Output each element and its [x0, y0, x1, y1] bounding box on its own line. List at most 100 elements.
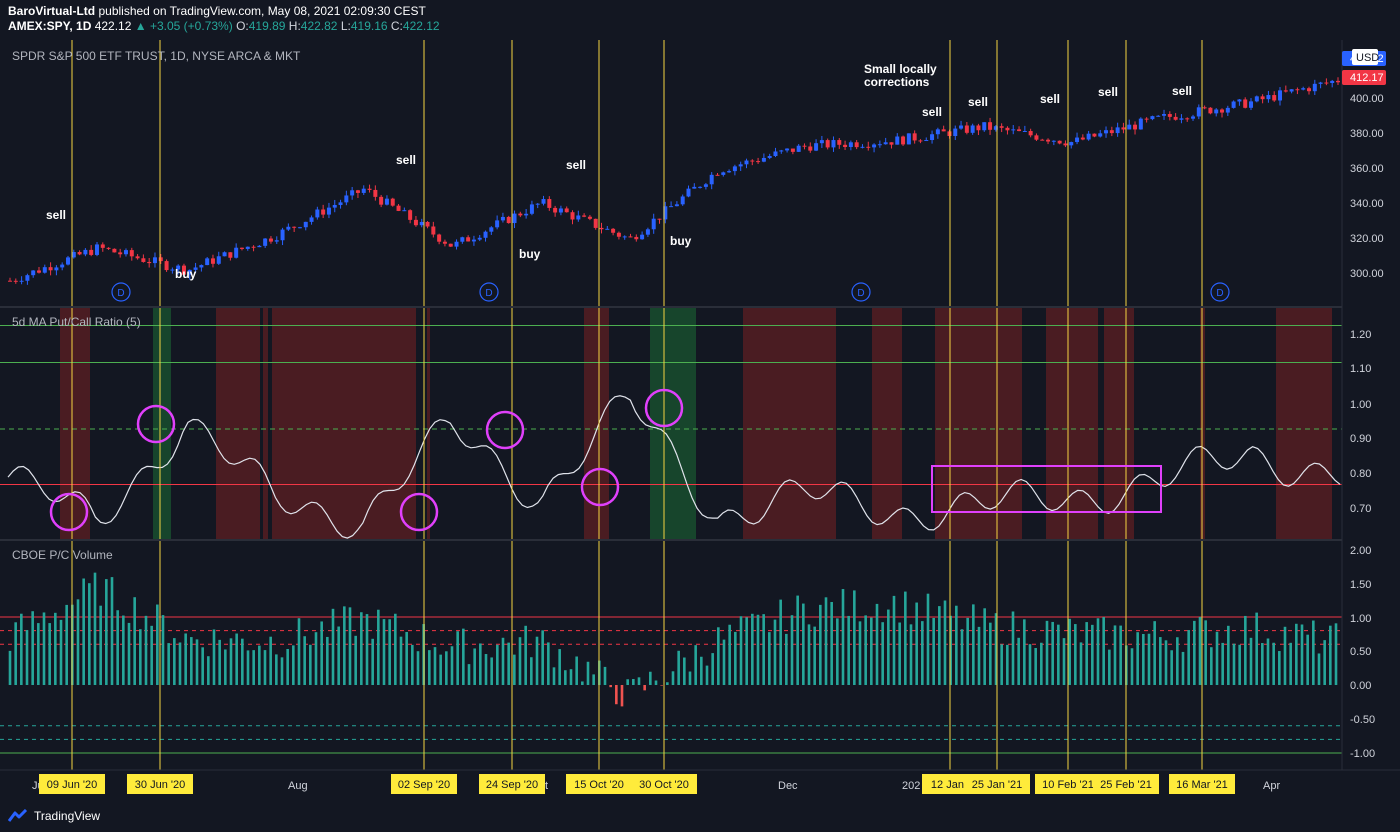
candle-body — [112, 248, 117, 253]
publish-line: BaroVirtual-Ltd published on TradingView… — [8, 4, 426, 18]
volume-axis-tick: -1.00 — [1350, 748, 1375, 760]
pc-volume-bar — [1164, 640, 1168, 685]
pc-volume-bar — [275, 654, 278, 685]
candle-body — [466, 237, 471, 242]
candle-body — [123, 250, 128, 255]
bearish-zone — [935, 308, 1022, 539]
pc-volume-bar — [42, 612, 46, 685]
candle-body — [1080, 137, 1085, 140]
candle-body — [906, 133, 911, 145]
pc-volume-bar — [1079, 642, 1083, 685]
candle-body — [1225, 107, 1230, 113]
candle-body — [477, 237, 482, 240]
candle-body — [402, 210, 407, 212]
pc-volume-bar — [501, 637, 505, 685]
pc-volume-bar — [507, 642, 510, 685]
pc-volume-bar — [212, 629, 216, 685]
pc-volume-bar — [603, 666, 607, 685]
candle-body — [234, 247, 239, 258]
candle-body — [83, 249, 88, 255]
pc-volume-bar — [309, 644, 312, 685]
pc-volume-bar — [394, 613, 397, 685]
candle-body — [257, 245, 262, 248]
date-tag-label: 25 Feb '21 — [1100, 779, 1152, 791]
candle-body — [959, 125, 964, 129]
candle-body — [564, 208, 569, 213]
candle-body — [553, 207, 558, 213]
candle-body — [36, 270, 41, 273]
candle-body — [831, 140, 836, 148]
candle-body — [483, 231, 488, 238]
candle-body — [935, 129, 940, 135]
pc-volume-bar — [626, 679, 629, 685]
pc-volume-bar — [127, 622, 131, 685]
candle-body — [448, 243, 453, 247]
candle-body — [48, 267, 53, 271]
candle-body — [152, 257, 157, 264]
symbol-name[interactable]: AMEX:SPY, 1D — [8, 19, 92, 33]
candle-body — [245, 246, 250, 249]
candle-body — [379, 196, 384, 205]
candle-body — [1133, 124, 1138, 130]
pc-volume-bar — [1255, 612, 1258, 685]
candle-body — [518, 213, 523, 216]
candle-body — [297, 227, 302, 229]
candle-body — [454, 241, 459, 247]
candle-body — [535, 203, 540, 205]
candle-body — [982, 122, 987, 131]
candle-body — [1086, 133, 1091, 140]
pc-volume-bar — [683, 657, 686, 685]
pc-volume-bar — [1300, 624, 1304, 685]
candle-body — [65, 257, 70, 265]
pc-volume-bar — [785, 633, 788, 685]
ratio-axis-tick: 0.70 — [1350, 503, 1371, 515]
candle-body — [773, 151, 778, 157]
candle-body — [587, 216, 592, 219]
candle-body — [703, 184, 708, 187]
pc-volume-bar — [241, 638, 244, 685]
candle-body — [31, 270, 36, 276]
pc-volume-bar — [479, 643, 482, 685]
date-tag-label: 02 Sep '20 — [398, 779, 450, 791]
pc-volume-bar — [467, 664, 471, 685]
pc-volume-bar — [949, 615, 952, 685]
candle-body — [674, 204, 679, 207]
pc-volume-bar — [909, 624, 913, 685]
pc-volume-bar — [343, 606, 346, 685]
buy-annotation: buy — [670, 234, 692, 248]
candle-body — [239, 247, 244, 249]
pc-volume-bar — [1283, 626, 1287, 685]
dividend-marker[interactable] — [851, 282, 871, 302]
pc-volume-bar — [938, 606, 941, 685]
pc-volume-bar — [654, 680, 658, 685]
pc-volume-bar — [439, 654, 442, 685]
dividend-marker[interactable] — [479, 282, 499, 302]
candle-body — [268, 238, 273, 242]
date-tag — [479, 774, 545, 794]
date-tag — [1169, 774, 1235, 794]
candle-body — [228, 252, 233, 258]
candle-body — [877, 144, 882, 146]
dividend-marker[interactable] — [111, 282, 131, 302]
pc-volume-bar — [620, 685, 624, 707]
dividend-marker[interactable] — [1210, 282, 1230, 302]
pc-volume-bar — [518, 637, 522, 685]
candle-body — [367, 188, 372, 190]
candle-body — [796, 145, 801, 152]
currency-button[interactable] — [1352, 49, 1378, 65]
pc-volume-bar — [592, 674, 595, 685]
date-tag-label: 12 Jan ' — [931, 779, 969, 791]
pc-volume-bar — [1159, 637, 1162, 685]
candle-body — [889, 142, 894, 145]
pc-volume-bar — [161, 615, 165, 685]
pc-volume-bar — [881, 622, 884, 685]
pc-volume-bar — [1130, 648, 1134, 685]
pc-volume-bars — [8, 572, 1338, 707]
pc-volume-bar — [388, 619, 391, 685]
pc-volume-bar — [994, 613, 998, 685]
candle-body — [1289, 89, 1294, 92]
pc-volume-bar — [99, 605, 102, 685]
candle-body — [19, 280, 24, 282]
candle-body — [373, 189, 378, 197]
